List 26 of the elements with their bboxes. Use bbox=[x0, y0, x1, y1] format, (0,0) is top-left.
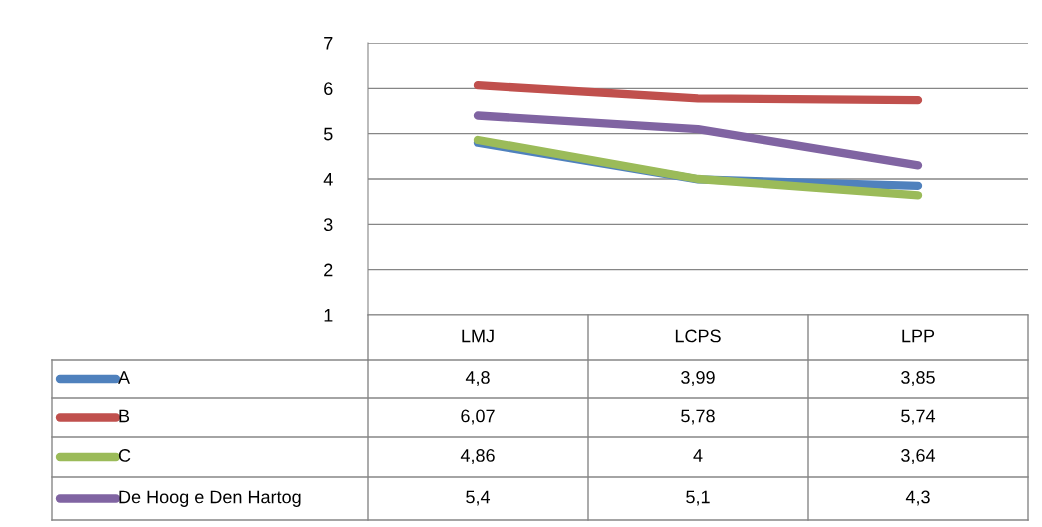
y-tick-label: 2 bbox=[324, 263, 333, 277]
data-label: 5,74 bbox=[901, 409, 936, 425]
y-tick-label: 3 bbox=[323, 218, 333, 232]
legend-label: A bbox=[118, 371, 131, 384]
data-label: 4,8 bbox=[465, 371, 490, 386]
data-label: 6,07 bbox=[461, 409, 495, 425]
y-tick-label: 5 bbox=[323, 127, 333, 141]
x-tick-label: LMJ bbox=[462, 329, 494, 343]
data-label: 3,64 bbox=[901, 449, 936, 464]
data-label: 5,4 bbox=[466, 490, 491, 506]
data-label: 5,78 bbox=[681, 409, 715, 425]
legend-label: C bbox=[118, 449, 131, 462]
data-label: 3,99 bbox=[681, 371, 715, 386]
data-label: 4,3 bbox=[905, 490, 930, 506]
y-tick-label: 7 bbox=[324, 37, 333, 50]
y-tick-label: 4 bbox=[323, 173, 333, 186]
data-label: 4 bbox=[693, 449, 703, 462]
legend-label: B bbox=[119, 409, 130, 423]
y-tick-label: 1 bbox=[324, 309, 333, 322]
legend-label: De Hoog e Den Hartog bbox=[119, 490, 301, 507]
y-tick-label: 6 bbox=[324, 82, 333, 96]
data-label: 5,1 bbox=[686, 490, 710, 506]
data-label: 4,86 bbox=[460, 449, 495, 464]
data-label: 3,85 bbox=[901, 371, 935, 386]
x-tick-label: LPP bbox=[902, 329, 935, 343]
x-tick-label: LCPS bbox=[675, 329, 721, 343]
